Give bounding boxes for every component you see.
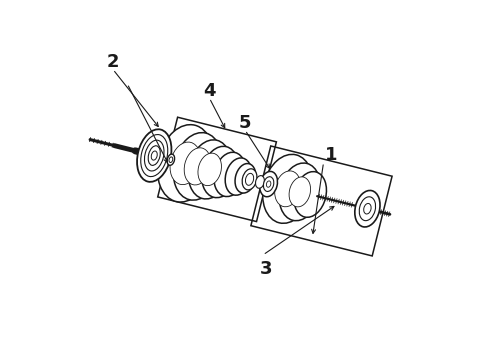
Ellipse shape	[167, 154, 174, 165]
Ellipse shape	[214, 152, 245, 197]
Ellipse shape	[145, 140, 164, 171]
Ellipse shape	[242, 169, 257, 190]
Text: 4: 4	[203, 82, 216, 100]
Ellipse shape	[245, 174, 254, 185]
Ellipse shape	[184, 148, 211, 185]
Ellipse shape	[260, 171, 277, 197]
Ellipse shape	[294, 172, 326, 217]
Ellipse shape	[151, 151, 157, 160]
Ellipse shape	[202, 146, 239, 198]
Ellipse shape	[188, 140, 231, 199]
Ellipse shape	[157, 125, 214, 202]
Ellipse shape	[198, 153, 221, 186]
Ellipse shape	[148, 146, 160, 165]
Ellipse shape	[264, 177, 274, 192]
Ellipse shape	[141, 135, 168, 177]
Ellipse shape	[275, 171, 301, 207]
Ellipse shape	[173, 132, 222, 200]
Ellipse shape	[255, 176, 265, 188]
Ellipse shape	[263, 154, 313, 223]
Ellipse shape	[289, 177, 311, 207]
Ellipse shape	[359, 197, 375, 221]
Ellipse shape	[225, 158, 252, 195]
Ellipse shape	[235, 163, 256, 193]
Ellipse shape	[364, 203, 371, 214]
Ellipse shape	[137, 129, 172, 182]
Text: 3: 3	[260, 260, 272, 278]
Text: 5: 5	[239, 114, 251, 132]
Text: 1: 1	[324, 146, 337, 164]
Ellipse shape	[355, 190, 380, 227]
Ellipse shape	[279, 163, 320, 221]
Text: 2: 2	[107, 53, 119, 71]
Ellipse shape	[170, 142, 201, 185]
